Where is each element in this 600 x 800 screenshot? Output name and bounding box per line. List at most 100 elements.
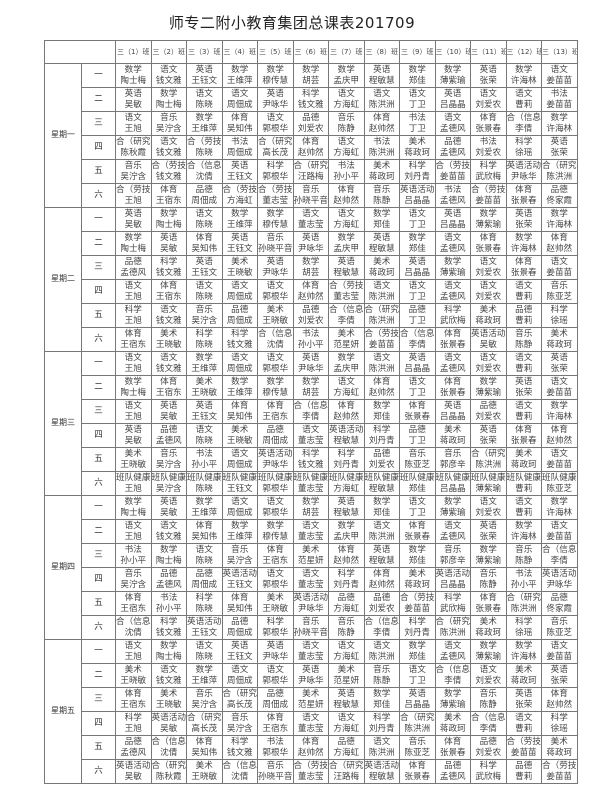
subject: 语文 [160, 665, 178, 675]
lesson-cell: 美术 蒋政珂 [470, 303, 507, 328]
teacher: 郑佳 [408, 75, 426, 86]
subject: 语文 [515, 89, 533, 99]
lesson-cell: 合（研究 陈洪洲 [363, 303, 400, 328]
teacher: 吴敏 [124, 435, 142, 446]
lesson-cell: 合（信息 李倩 [434, 663, 471, 688]
teacher: 王维萍 [226, 531, 253, 542]
lesson-cell: 品德 周佃成 [186, 567, 223, 592]
lesson-cell: 英语 王钰文 [221, 231, 258, 256]
teacher: 方海虹 [333, 99, 360, 110]
teacher: 刘爱农 [475, 99, 502, 110]
subject: 体育 [550, 689, 568, 699]
lesson-cell: 语文 方海虹 [328, 375, 365, 400]
teacher: 武欣梅 [475, 171, 502, 182]
lesson-cell: 体育 吴知伟 [221, 591, 258, 616]
teacher: 钱文雅 [155, 171, 182, 182]
teacher: 李倩 [479, 723, 497, 734]
teacher: 郭彦辛 [439, 459, 466, 470]
teacher: 吕晶晶 [439, 99, 466, 110]
lesson-cell: 班队健康 王旭 [115, 471, 152, 496]
teacher: 李倩 [373, 627, 391, 638]
subject: 体育 [479, 113, 497, 123]
teacher: 许海林 [546, 411, 573, 422]
subject: 班队健康 [506, 473, 541, 483]
lesson-cell: 合（劳技 姜苗苗 [505, 735, 542, 760]
teacher: 丁卫 [408, 507, 426, 518]
teacher: 尹咏华 [297, 243, 324, 254]
teacher: 曹莉 [515, 363, 533, 374]
period-label: 六 [81, 183, 116, 208]
teacher: 程敏慧 [368, 771, 395, 782]
lesson-cell: 品德 周佃成 [186, 183, 223, 208]
subject: 语文 [550, 521, 568, 531]
subject: 品德 [160, 569, 178, 579]
lesson-cell: 品德 刘爱农 [470, 735, 507, 760]
subject: 语文 [444, 353, 462, 363]
lesson-cell: 科学 徐瑶 [505, 615, 542, 640]
subject: 语文 [408, 497, 426, 507]
teacher: 吴敏 [160, 411, 178, 422]
teacher: 王旭 [124, 123, 142, 134]
lesson-cell: 体育 张景春 [470, 231, 507, 256]
teacher: 陈洪洲 [368, 747, 395, 758]
table-row: 二语文 王旭 语文 钱文雅 体育 吴知伟 数学 王维萍 数学 穆传慧 语文 董志莹 数学 孟庆甲 语文 陈洪洲… [45, 519, 578, 544]
subject: 体育 [337, 401, 355, 411]
subject: 音乐 [337, 617, 355, 627]
lesson-cell: 书法 孙小平 [150, 591, 187, 616]
lesson-cell: 数学 陶士梅 [150, 87, 187, 112]
subject: 体育 [124, 593, 142, 603]
subject: 班队健康 [471, 473, 506, 483]
subject: 音乐 [266, 761, 284, 771]
teacher: 董志莹 [297, 771, 324, 782]
period-label: 一 [81, 351, 116, 376]
subject: 英语 [160, 233, 178, 243]
subject: 语文 [479, 89, 497, 99]
lesson-cell: 数学 许海林 [505, 231, 542, 256]
lesson-cell: 体育 张景春 [470, 111, 507, 136]
subject: 品德 [373, 449, 391, 459]
lesson-cell: 班队健康 郭根华 [257, 471, 294, 496]
subject: 品德 [124, 737, 142, 747]
teacher: 赵帅然 [368, 387, 395, 398]
subject: 数学 [302, 65, 320, 75]
subject: 数学 [231, 377, 249, 387]
table-row: 星期五一语文 王旭 数学 陶士梅 语文 陈晓 英语 王钰文 英语 尹咏华 语文 董志莹 语文 方海虹 语文陈… [44, 639, 578, 784]
lesson-cell: 体育 吴知伟 [221, 111, 258, 136]
teacher: 赵帅然 [333, 555, 360, 566]
subject: 体育 [266, 713, 284, 723]
subject: 品德 [124, 257, 142, 267]
teacher: 王旭 [124, 411, 142, 422]
teacher: 孟德风 [120, 267, 147, 278]
period-label: 二 [81, 519, 116, 544]
lesson-cell: 书法 孙小平 [115, 543, 152, 568]
lesson-cell: 数学 郑佳 [399, 639, 436, 664]
subject: 品德 [231, 305, 249, 315]
teacher: 周佃成 [262, 699, 289, 710]
subject: 英语 [266, 89, 284, 99]
teacher: 刘爱农 [368, 459, 395, 470]
lesson-cell: 美术 王晓敏 [186, 759, 223, 784]
table-row: 六合（劳技 王旭 体育 王宿东 品德 周佃成 合（劳技 方海虹 合（劳技 董志莹 音乐 孙晓平音 体育赵… [45, 183, 578, 208]
subject: 科学 [408, 161, 426, 171]
teacher: 王宿东 [262, 411, 289, 422]
subject: 品德 [266, 689, 284, 699]
teacher: 陈洪洲 [510, 603, 537, 614]
lesson-cell: 音乐 吴泞含 [186, 687, 223, 712]
lesson-cell: 英语活动 尹咏华 [505, 159, 542, 184]
teacher: 董志莹 [297, 579, 324, 590]
subject: 语文 [124, 281, 142, 291]
subject: 语文 [231, 353, 249, 363]
teacher: 刘爱农 [475, 675, 502, 686]
lesson-cell: 数学 薄紫瑜 [434, 255, 471, 280]
subject: 语文 [124, 353, 142, 363]
teacher: 陈晓 [195, 291, 213, 302]
subject: 语文 [231, 449, 249, 459]
subject: 书法 [266, 737, 284, 747]
teacher: 张景春 [510, 195, 537, 206]
teacher: 王维萍 [226, 387, 253, 398]
lesson-cell: 书法 丁卫 [399, 111, 436, 136]
teacher: 钱文雅 [297, 459, 324, 470]
teacher: 许海林 [510, 651, 537, 662]
subject: 数学 [550, 113, 568, 123]
lesson-cell: 英语活动 吴敏 [150, 711, 187, 736]
